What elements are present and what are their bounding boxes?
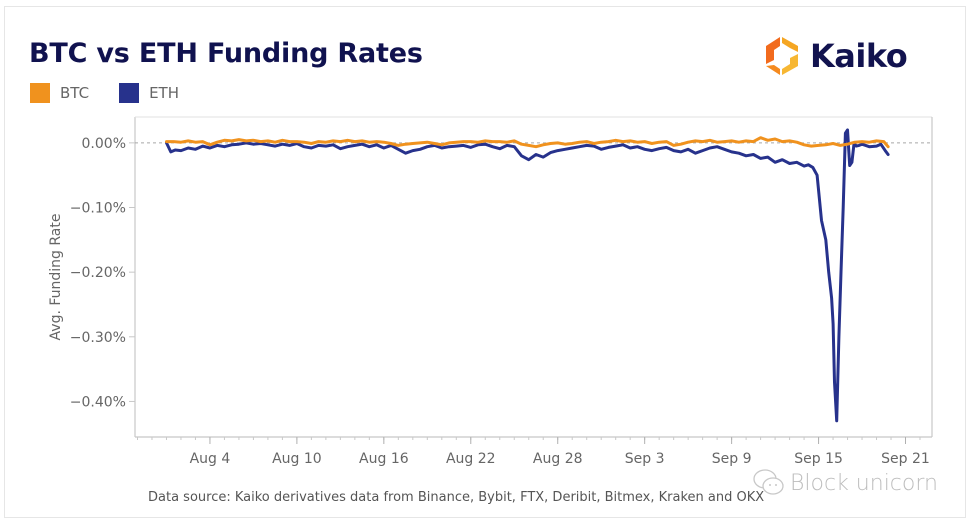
chart-title: BTC vs ETH Funding Rates: [29, 38, 423, 69]
legend: BTC ETH: [30, 83, 209, 103]
brand-name: Kaiko: [810, 37, 908, 75]
x-tick-label: Aug 4: [190, 451, 231, 467]
watermark: Block unicorn: [752, 468, 938, 498]
data-source-note: Data source: Kaiko derivatives data from…: [148, 490, 765, 505]
x-tick-label: Sep 15: [794, 451, 843, 467]
legend-label-btc: BTC: [60, 84, 90, 102]
x-tick-label: Aug 22: [446, 451, 496, 467]
y-axis-label: Avg. Funding Rate: [48, 214, 64, 341]
legend-swatch-eth: [119, 83, 140, 103]
y-tick-label: −0.10%: [70, 201, 126, 217]
watermark-text: Block unicorn: [790, 470, 938, 496]
series-line-btc: [165, 136, 890, 149]
kaiko-logo: Kaiko: [760, 34, 908, 78]
y-tick-label: 0.00%: [82, 136, 126, 152]
legend-item-eth[interactable]: ETH: [119, 83, 179, 103]
y-tick-label: −0.20%: [70, 265, 126, 281]
series-line-eth: [165, 128, 890, 423]
x-tick-label: Aug 10: [272, 451, 322, 467]
x-tick-label: Sep 21: [881, 451, 930, 467]
x-tick-label: Sep 3: [625, 451, 665, 467]
legend-label-eth: ETH: [149, 84, 179, 102]
wechat-icon: [753, 469, 784, 495]
y-tick-label: −0.30%: [70, 330, 126, 346]
x-tick-label: Aug 28: [533, 451, 583, 467]
y-tick-label: −0.40%: [70, 394, 126, 410]
legend-swatch-btc: [30, 83, 50, 103]
x-tick-label: Sep 9: [712, 451, 752, 467]
kaiko-logo-icon: [766, 37, 798, 75]
legend-item-btc[interactable]: BTC: [30, 83, 89, 103]
chart-card: [4, 6, 966, 518]
x-tick-label: Aug 16: [359, 451, 409, 467]
